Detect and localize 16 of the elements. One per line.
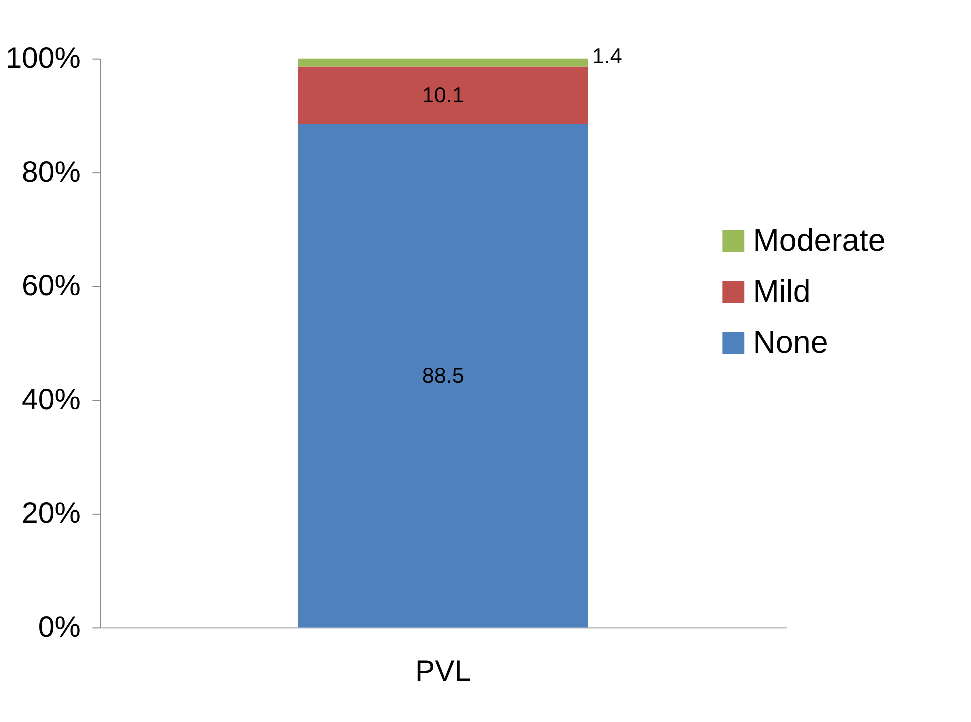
x-tick-label: PVL [416, 655, 472, 688]
y-tick-label: 40% [22, 383, 81, 416]
data-label: 1.4 [592, 44, 622, 69]
bar [298, 124, 588, 628]
y-tick-label: 80% [22, 156, 81, 189]
y-tick-label: 20% [22, 497, 81, 530]
legend-label: None [753, 325, 828, 360]
data-label: 88.5 [422, 362, 464, 388]
legend-label: Mild [753, 274, 811, 310]
bar [298, 66, 588, 124]
y-tick-label: 60% [22, 270, 81, 303]
bar [298, 58, 588, 67]
legend-label: Moderate [753, 223, 886, 258]
y-tick-label: 0% [38, 611, 81, 644]
data-label: 10.1 [422, 82, 464, 108]
y-tick-label: 100% [6, 42, 81, 76]
